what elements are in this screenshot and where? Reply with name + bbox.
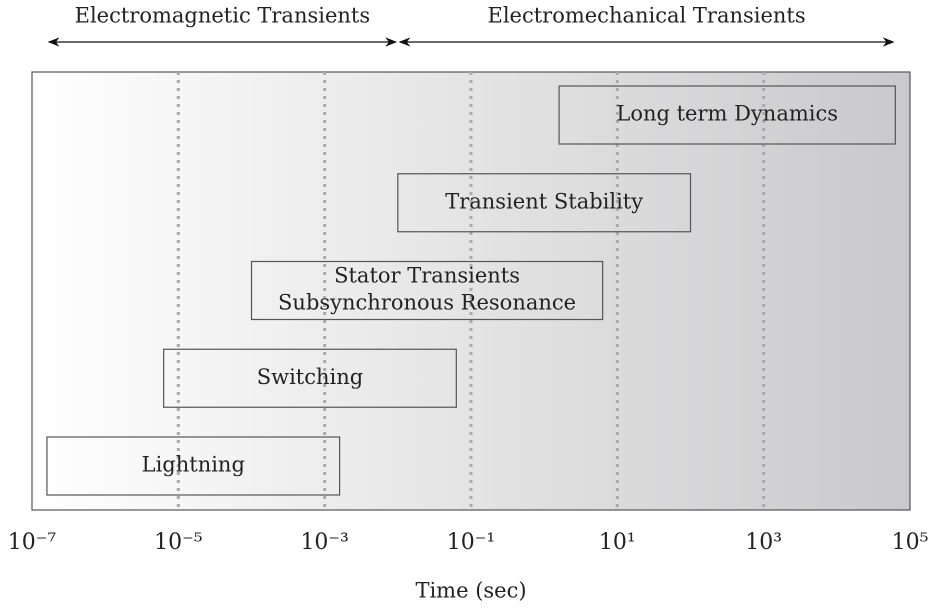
x-tick-label: 10⁻⁵ xyxy=(154,530,202,555)
x-tick-label: 10⁻⁷ xyxy=(8,530,57,555)
bar-label: Stator Transients xyxy=(334,264,520,288)
x-tick-label: 10⁻³ xyxy=(300,530,348,555)
x-tick-label: 10⁻¹ xyxy=(447,530,495,555)
x-tick-label: 10⁵ xyxy=(892,530,929,555)
x-axis-label: Time (sec) xyxy=(415,579,526,603)
bar-label: Long term Dynamics xyxy=(616,102,838,126)
range-bar xyxy=(397,173,692,233)
range-bar xyxy=(558,85,896,145)
x-tick-label: 10³ xyxy=(745,530,782,555)
range-bar xyxy=(163,348,457,408)
bar-label: Transient Stability xyxy=(445,189,643,213)
range-bar xyxy=(46,436,341,496)
bar-label: Lightning xyxy=(142,453,245,477)
range-bar xyxy=(250,260,604,321)
region-label: Electromechanical Transients xyxy=(487,4,805,28)
bar-label: Switching xyxy=(257,365,364,389)
region-label: Electromagnetic Transients xyxy=(75,4,371,28)
x-tick-label: 10¹ xyxy=(599,530,636,555)
bar-label: Subsynchronous Resonance xyxy=(278,291,576,315)
